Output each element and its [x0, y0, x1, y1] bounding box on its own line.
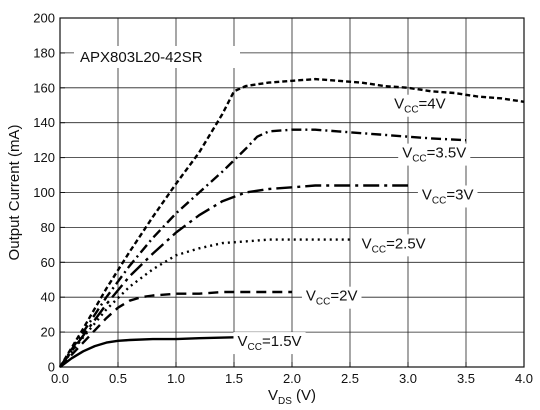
y-axis-label: Output Current (mA) — [6, 125, 23, 261]
title-box: APX803L20-42SR — [74, 46, 240, 68]
series-label-background — [233, 332, 306, 355]
y-tick-label: 160 — [33, 80, 55, 95]
series-line-2 — [59, 128, 467, 368]
x-tick-label: 2.5 — [341, 371, 359, 386]
series-line-6 — [59, 336, 235, 368]
y-tick-label: 80 — [41, 220, 55, 235]
y-tick-label: 200 — [33, 11, 55, 26]
series-label-1: VCC=4V — [390, 94, 450, 117]
series-label-value: =2.5V — [386, 235, 426, 252]
x-axis-label-main: V — [268, 387, 278, 404]
series-label-value: =3V — [446, 186, 473, 203]
series-label-main: V — [402, 145, 412, 162]
series-label-5: VCC=2V — [301, 286, 362, 309]
x-tick-label: 1.5 — [225, 371, 243, 386]
y-tick-label: 140 — [33, 115, 55, 130]
y-tick-label: 180 — [33, 45, 55, 60]
title-background — [74, 46, 240, 68]
x-tick-label: 1.0 — [167, 371, 185, 386]
x-axis-label: VDS (V) — [268, 387, 316, 407]
series-label-main: V — [362, 235, 372, 252]
series-line-4 — [59, 238, 350, 368]
series-label-text: VCC=4V — [394, 96, 446, 116]
series-label-main: V — [422, 186, 432, 203]
series-line-5 — [59, 290, 292, 368]
series-label-main: V — [306, 288, 316, 305]
series-label-background — [357, 234, 430, 257]
series-label-3: VCC=3V — [417, 185, 478, 208]
series-label-text: VCC=2V — [306, 288, 358, 308]
series-labels: VCC=4VVCC=3.5VVCC=3VVCC=2.5VVCC=2VVCC=1.… — [233, 94, 478, 355]
series-label-text: VCC=3V — [422, 186, 474, 206]
y-tick-label: 20 — [41, 325, 55, 340]
series-label-value: =4V — [419, 96, 446, 113]
series-label-subscript: CC — [412, 154, 426, 165]
series-label-text: VCC=1.5V — [237, 333, 301, 353]
series-label-main: V — [237, 333, 247, 350]
series-label-value: =2V — [330, 288, 357, 305]
series-label-subscript: CC — [404, 105, 418, 116]
series-label-6: VCC=1.5V — [233, 332, 306, 355]
y-tick-label: 40 — [41, 290, 55, 305]
y-tick-label: 60 — [41, 255, 55, 270]
series-label-subscript: CC — [432, 195, 446, 206]
x-tick-label: 0.0 — [51, 371, 69, 386]
series-label-value: =3.5V — [427, 145, 467, 162]
series-group — [58, 77, 525, 368]
series-label-main: V — [394, 96, 404, 113]
series-label-background — [301, 286, 362, 309]
series-label-text: VCC=3.5V — [402, 145, 466, 165]
series-label-subscript: CC — [316, 297, 330, 308]
x-axis-label-subscript: DS — [278, 396, 292, 407]
x-axis-label-unit: (V) — [292, 387, 316, 404]
y-tick-label: 100 — [33, 185, 55, 200]
series-label-subscript: CC — [372, 244, 386, 255]
series-label-background — [398, 143, 471, 166]
x-tick-label: 2.0 — [283, 371, 301, 386]
series-label-value: =1.5V — [262, 333, 302, 350]
y-tick-label: 0 — [48, 360, 55, 375]
series-label-2: VCC=3.5V — [398, 143, 471, 166]
chart-title: APX803L20-42SR — [80, 49, 203, 66]
x-tick-label: 3.0 — [399, 371, 417, 386]
series-label-subscript: CC — [247, 342, 261, 353]
series-line-1 — [58, 77, 525, 368]
series-label-background — [390, 94, 450, 117]
x-tick-label: 4.0 — [515, 371, 533, 386]
series-label-background — [417, 185, 478, 208]
series-label-text: VCC=2.5V — [362, 235, 426, 255]
x-tick-label: 0.5 — [109, 371, 127, 386]
x-tick-label: 3.5 — [457, 371, 475, 386]
y-tick-label: 120 — [33, 150, 55, 165]
series-label-4: VCC=2.5V — [357, 234, 430, 257]
series-line-3 — [59, 184, 408, 368]
axes: 0.0 0.5 1.0 1.5 2.0 2.5 3.0 3.5 4.0 0 20 40 60 80 100 1… — [33, 11, 533, 387]
